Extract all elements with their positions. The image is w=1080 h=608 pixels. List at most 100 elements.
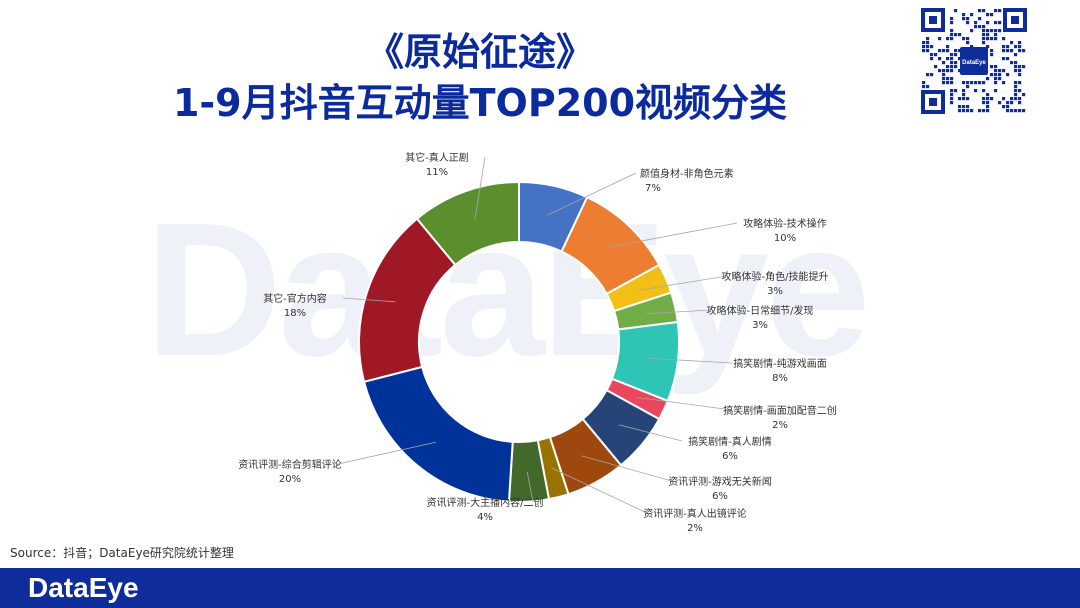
slice-label: 攻略体验-角色/技能提升 — [722, 270, 829, 283]
leader-line — [647, 357, 733, 364]
qr-module — [942, 49, 946, 53]
qr-module — [994, 81, 998, 85]
qr-module — [1018, 81, 1022, 85]
slice-value: 20% — [279, 474, 301, 485]
qr-module — [994, 77, 998, 81]
qr-module — [986, 109, 990, 113]
slice-value: 2% — [687, 523, 703, 534]
leader-line — [474, 156, 486, 220]
leader-line — [526, 471, 534, 503]
qr-module — [974, 21, 978, 25]
qr-module — [978, 25, 982, 29]
qr-module — [922, 45, 926, 49]
qr-module — [978, 9, 982, 13]
qr-module — [926, 49, 930, 53]
qr-module — [970, 109, 974, 113]
qr-module — [986, 93, 990, 97]
qr-module — [954, 65, 958, 69]
qr-module — [978, 81, 982, 85]
qr-module — [950, 61, 954, 65]
qr-module — [974, 25, 978, 29]
qr-module — [1014, 69, 1018, 73]
qr-module — [966, 37, 970, 41]
leader-line — [619, 424, 683, 442]
qr-module — [942, 77, 946, 81]
qr-module — [982, 29, 986, 33]
qr-module — [950, 89, 954, 93]
qr-module — [986, 37, 990, 41]
qr-module — [1002, 45, 1006, 49]
qr-module — [1014, 89, 1018, 93]
qr-module — [990, 65, 994, 69]
qr-module — [982, 41, 986, 45]
qr-module — [1006, 73, 1010, 77]
qr-module — [982, 81, 986, 85]
slice-label: 资讯评测-大主播内容/二创 — [427, 496, 544, 509]
qr-module — [958, 33, 962, 37]
slice-label: 其它-官方内容 — [263, 292, 327, 305]
qr-module — [1006, 57, 1010, 61]
qr-module — [942, 69, 946, 73]
qr-module — [946, 81, 950, 85]
qr-module — [1018, 69, 1022, 73]
qr-module — [946, 65, 950, 69]
qr-module — [970, 13, 974, 17]
qr-module — [986, 97, 990, 101]
qr-module — [950, 77, 954, 81]
qr-module — [1018, 97, 1022, 101]
qr-module — [1010, 101, 1014, 105]
qr-module — [994, 9, 998, 13]
qr-module — [926, 85, 930, 89]
qr-module — [990, 29, 994, 33]
qr-module — [954, 9, 958, 13]
qr-module — [950, 53, 954, 57]
title-game-name: 《原始征途》 — [365, 30, 594, 74]
qr-module — [942, 73, 946, 77]
qr-module — [950, 81, 954, 85]
qr-module — [1022, 109, 1026, 113]
qr-module — [994, 33, 998, 37]
donut-slice — [415, 180, 520, 267]
slice-label: 资讯评测-游戏无关新闻 — [668, 475, 772, 488]
qr-module — [994, 29, 998, 33]
qr-module — [970, 29, 974, 33]
qr-module — [986, 13, 990, 17]
qr-module — [978, 17, 982, 21]
qr-module — [1018, 89, 1022, 93]
title-subject: 1-9月抖音互动量TOP200视频分类 — [172, 81, 788, 125]
qr-module — [986, 77, 990, 81]
qr-module — [986, 45, 990, 49]
leader-line — [645, 309, 713, 315]
qr-module — [966, 105, 970, 109]
qr-module — [1018, 109, 1022, 113]
qr-module — [1006, 105, 1010, 109]
qr-module — [934, 65, 938, 69]
qr-module — [950, 93, 954, 97]
qr-module — [1002, 97, 1006, 101]
qr-module — [930, 45, 934, 49]
qr-module — [930, 57, 934, 61]
qr-module — [950, 69, 954, 73]
slice-label: 攻略体验-技术操作 — [743, 217, 827, 230]
qr-module — [934, 53, 938, 57]
qr-module — [966, 81, 970, 85]
qr-module — [982, 9, 986, 13]
qr-module — [1010, 61, 1014, 65]
qr-module — [962, 13, 966, 17]
slice-value: 6% — [722, 451, 738, 462]
qr-module — [962, 81, 966, 85]
qr-module — [1018, 41, 1022, 45]
qr-module — [998, 21, 1002, 25]
qr-module — [962, 97, 966, 101]
qr-module — [1014, 81, 1018, 85]
qr-module — [994, 21, 998, 25]
qr-module — [962, 109, 966, 113]
qr-module — [958, 97, 962, 101]
donut-slice — [362, 365, 514, 503]
qr-module — [954, 53, 958, 57]
qr-module — [938, 37, 942, 41]
qr-module — [938, 49, 942, 53]
qr-module — [966, 41, 970, 45]
qr-module — [1002, 69, 1006, 73]
qr-module — [1022, 65, 1026, 69]
